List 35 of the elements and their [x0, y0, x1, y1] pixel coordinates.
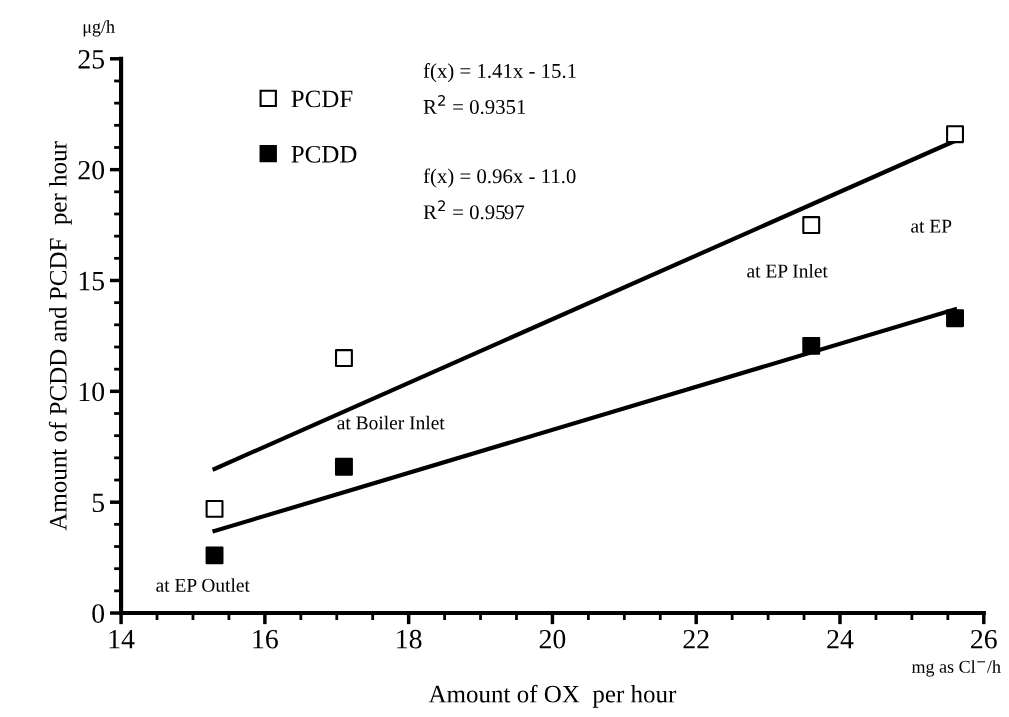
x-tick-label: 16	[253, 629, 278, 649]
point	[334, 457, 353, 476]
y-tick-label: 5	[92, 493, 105, 513]
point	[205, 546, 224, 565]
annotation: at EP	[911, 219, 952, 233]
legend-label: PCDD	[291, 145, 357, 163]
point	[946, 125, 964, 144]
annotation: f(x) = 1.41x - 15.1	[423, 63, 576, 83]
point	[205, 499, 224, 518]
legend-label: PCDF	[291, 90, 353, 108]
x-tick-label: 18	[397, 629, 422, 649]
y-axis-title: Amount of PCDD and PCDF per hour	[48, 141, 72, 531]
x-tick-label: 22	[683, 629, 709, 649]
x-tick-label: 26	[971, 629, 997, 649]
point	[946, 309, 964, 328]
point	[802, 216, 821, 235]
annotation: at EP Outlet	[156, 578, 250, 592]
text: mg as Cl$^{−}$/h	[911, 660, 1001, 677]
x-tick-label: 14	[109, 629, 135, 649]
annotation: R$^{2}$ = 0.9351	[423, 94, 526, 115]
text: μg/h	[83, 20, 115, 37]
y-tick-label: 25	[78, 50, 105, 69]
x-axis-title: Amount of OX per hour	[428, 684, 677, 708]
annotation: R$^{2}$ = 0.9597	[423, 200, 525, 220]
y-tick-label: 15	[79, 271, 105, 291]
annotation: at Boiler Inlet	[337, 415, 445, 430]
x-tick-label: 20	[539, 629, 566, 649]
point	[334, 349, 353, 368]
annotation: f(x) = 0.96x - 11.0	[423, 168, 576, 188]
y-tick-label: 20	[78, 160, 105, 180]
y-tick-label: 0	[92, 604, 105, 623]
y-tick-label: 10	[79, 382, 105, 402]
x-tick-label: 24	[827, 629, 854, 649]
annotation: at EP Inlet	[747, 263, 828, 278]
point	[802, 336, 821, 355]
